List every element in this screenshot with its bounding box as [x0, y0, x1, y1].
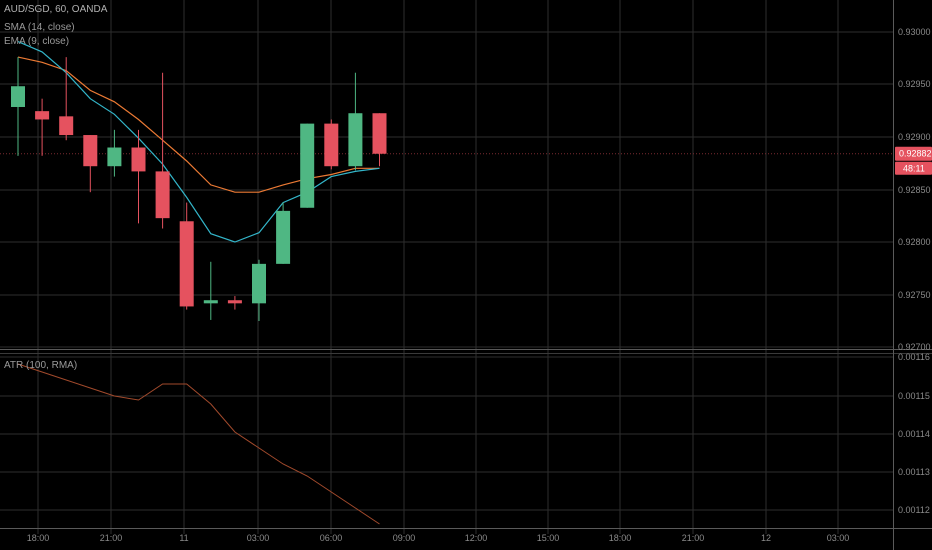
time-axis-label: 03:00	[247, 533, 270, 543]
time-axis-label: 03:00	[827, 533, 850, 543]
candle	[324, 119, 339, 170]
last-price-tag	[895, 146, 932, 161]
candle-body	[348, 113, 363, 167]
candle	[300, 123, 315, 208]
candle-body	[35, 111, 50, 120]
candle	[276, 202, 291, 264]
candlestick-series	[11, 57, 387, 321]
axes: 0.93000 0.92950 0.92900 0.92850 0.92800 0.927…	[27, 27, 931, 543]
candle	[227, 296, 242, 310]
candle-body	[59, 116, 74, 136]
price-axis-label: 0.92700	[898, 342, 931, 352]
time-axis-label: 06:00	[320, 533, 343, 543]
candle-body	[252, 263, 266, 304]
candle-body	[203, 300, 218, 304]
last-price-value: 0.92882	[899, 149, 932, 159]
candle-body	[11, 86, 25, 107]
atr-axis-label: 0.00114	[898, 429, 930, 439]
candle	[131, 129, 146, 224]
candle-body	[227, 300, 242, 304]
time-axis-label: 18:00	[27, 533, 50, 543]
ema-line-path	[17, 56, 380, 193]
time-axis-label: 21:00	[682, 533, 705, 543]
candle	[11, 57, 25, 156]
bar-countdown: 48:11	[903, 164, 925, 174]
time-axis-label: 15:00	[537, 533, 560, 543]
time-axis-label: 11	[179, 533, 188, 543]
price-axis-label: 0.92950	[898, 79, 931, 89]
candle-body	[131, 147, 146, 172]
candle-body	[83, 135, 98, 167]
price-axis-label: 0.93000	[898, 27, 931, 37]
candle	[372, 113, 387, 167]
time-axis-label: 12	[761, 533, 771, 543]
atr-axis-label: 0.00115	[898, 391, 930, 401]
candle	[203, 261, 218, 320]
price-axis-label: 0.92900	[898, 132, 931, 142]
sma-line	[17, 41, 380, 243]
candle	[155, 72, 170, 229]
atr-axis-label: 0.00112	[898, 505, 930, 515]
time-axis-label: 09:00	[393, 533, 416, 543]
atr-axis-label: 0.00116	[898, 352, 930, 362]
candle-body	[276, 210, 291, 264]
candle-body	[300, 123, 315, 208]
countdown-tag	[895, 161, 932, 175]
candle-body	[179, 221, 194, 307]
ema-legend[interactable]: EMA (9, close)	[4, 36, 70, 47]
price-axis-label: 0.92750	[898, 290, 931, 300]
sma-legend[interactable]: SMA (14, close)	[4, 22, 75, 33]
candle	[83, 135, 98, 193]
atr-line-path	[17, 363, 380, 525]
atr-axis-label: 0.00113	[898, 467, 930, 477]
candle	[35, 98, 50, 156]
candle-body	[155, 171, 170, 219]
price-axis-label: 0.92850	[898, 185, 931, 195]
candle	[252, 259, 266, 321]
atr-legend[interactable]: ATR (100, RMA)	[4, 360, 78, 371]
candle	[107, 129, 122, 177]
price-tags: 0.92882 48:11	[895, 146, 932, 175]
candle-body	[107, 147, 122, 167]
time-axis-label: 18:00	[609, 533, 632, 543]
sma-line-path	[17, 41, 380, 243]
candle-body	[324, 123, 339, 167]
price-axis-label: 0.92800	[898, 237, 931, 247]
candle-body	[372, 113, 387, 154]
candle	[348, 72, 363, 171]
atr-line	[17, 363, 380, 525]
time-axis-label: 21:00	[100, 533, 123, 543]
symbol-legend[interactable]: AUD/SGD, 60, OANDA	[4, 4, 108, 15]
time-axis-label: 12:00	[465, 533, 488, 543]
candle	[179, 202, 194, 310]
ema-line	[17, 56, 380, 193]
candle	[59, 57, 74, 141]
